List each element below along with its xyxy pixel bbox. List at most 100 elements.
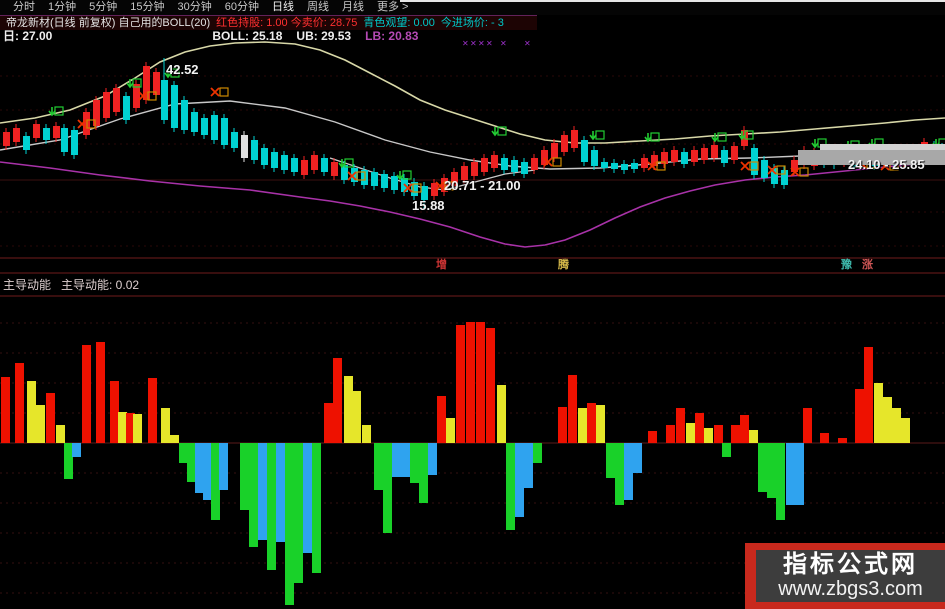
momentum-bar [596,405,605,443]
momentum-bar [36,405,45,443]
momentum-bar [187,443,196,482]
momentum-bar [776,443,785,520]
title-band: 帝龙新材(日线 前复权) 自己用的BOLL(20) 红色持股: 1.00 今卖价… [0,15,537,30]
candlestick [191,112,198,132]
candlestick [61,128,68,152]
ub-value: UB: 29.53 [296,29,352,43]
candlestick [731,146,738,160]
candlestick [641,158,648,168]
purple-x-mark: ✕ [500,39,507,48]
momentum-bar [126,413,135,443]
momentum-bar [486,328,495,443]
momentum-bar [374,443,383,490]
tab-分时[interactable]: 分时 [13,1,35,13]
momentum-bar [294,443,303,583]
sell-signal-icon [776,165,786,175]
tab-15分钟[interactable]: 15分钟 [130,1,165,13]
candlestick [23,136,30,150]
momentum-bar [203,443,212,500]
tab-日线[interactable]: 日线 [272,0,294,16]
momentum-bar [179,443,188,463]
momentum-bar [524,443,533,488]
buy-signal-icon [595,130,605,140]
tab-5分钟[interactable]: 5分钟 [89,1,118,13]
momentum-bar [303,443,312,553]
candlestick [3,132,10,146]
momentum-bar [587,403,596,443]
values-row: 日: 27.00 BOLL: 25.18 UB: 29.53 LB: 20.83 [0,29,945,44]
momentum-bar [795,443,804,505]
buy-signal-icon [54,106,64,116]
momentum-bar [1,377,10,443]
momentum-bar [666,425,675,443]
sell-signal-icon [767,165,777,175]
momentum-bar [606,443,615,478]
candlestick [93,100,100,126]
hold-red-label: 红色持股: 1.00 今卖价: 28.75 [216,16,358,29]
buy-signal-icon [650,132,660,142]
sell-signal-icon [347,171,357,181]
indicator-name[interactable]: 主导动能 [3,277,52,292]
candlestick [461,166,468,180]
watermark-box: 指标公式网 www.zbgs3.com [745,543,945,609]
momentum-bar [446,418,455,443]
momentum-bar [195,443,204,493]
momentum-bar [96,342,105,443]
momentum-bar [506,443,515,530]
sell-signal-icon [147,91,157,101]
sell-signal-icon [77,119,87,129]
candlestick [631,163,638,169]
tab-1分钟[interactable]: 1分钟 [48,1,77,13]
band-label-teng: 腾 [558,259,569,271]
momentum-bar [82,345,91,443]
momentum-bar [72,443,81,457]
candlestick [211,115,218,140]
candlestick [341,165,348,180]
sell-signal-icon [210,87,220,97]
tab-30分钟[interactable]: 30分钟 [177,1,212,13]
tab-60分钟[interactable]: 60分钟 [224,1,259,13]
momentum-bar [558,407,567,443]
candlestick [761,160,768,178]
candlestick [71,130,78,155]
watermark-site-name: 指标公式网 [783,550,918,578]
watch-cyan-label: 青色观望: 0.00 [363,16,435,29]
candlestick [53,126,60,138]
candlestick [611,163,618,169]
sell-signal-icon [86,119,96,129]
momentum-bar [704,428,713,443]
buy-signal-icon [164,69,172,79]
boll-lower-line [0,160,945,248]
candlestick [561,135,568,152]
price-tag-bar [820,144,945,150]
momentum-bar [211,443,220,520]
tab-月线[interactable]: 月线 [342,1,364,13]
momentum-bar [333,358,342,443]
indicator-title-row: 主导动能 主导动能: 0.02 [0,277,945,293]
buy-signal-icon [589,131,597,141]
momentum-bar [249,443,258,547]
sell-signal-icon [138,91,148,101]
buy-signal-icon [711,133,719,143]
sell-signal-icon [749,161,759,171]
sell-signal-icon [790,167,800,177]
candlestick [481,158,488,172]
candlestick [471,162,478,176]
momentum-bar [568,375,577,443]
momentum-bar [686,423,695,443]
momentum-bar [624,443,633,500]
tab-更多 >[interactable]: 更多 > [377,1,409,13]
momentum-bar [731,425,740,443]
candlestick [541,150,548,165]
momentum-bar [392,443,401,477]
buy-signal-icon [48,107,56,117]
purple-x-mark: ✕ [478,39,485,48]
sell-signal-icon [799,167,809,177]
candlestick [491,155,498,168]
candlestick [201,118,208,135]
tab-周线[interactable]: 周线 [307,1,329,13]
momentum-bar [64,443,73,479]
sell-signal-icon [543,157,553,167]
candlestick [103,92,110,118]
